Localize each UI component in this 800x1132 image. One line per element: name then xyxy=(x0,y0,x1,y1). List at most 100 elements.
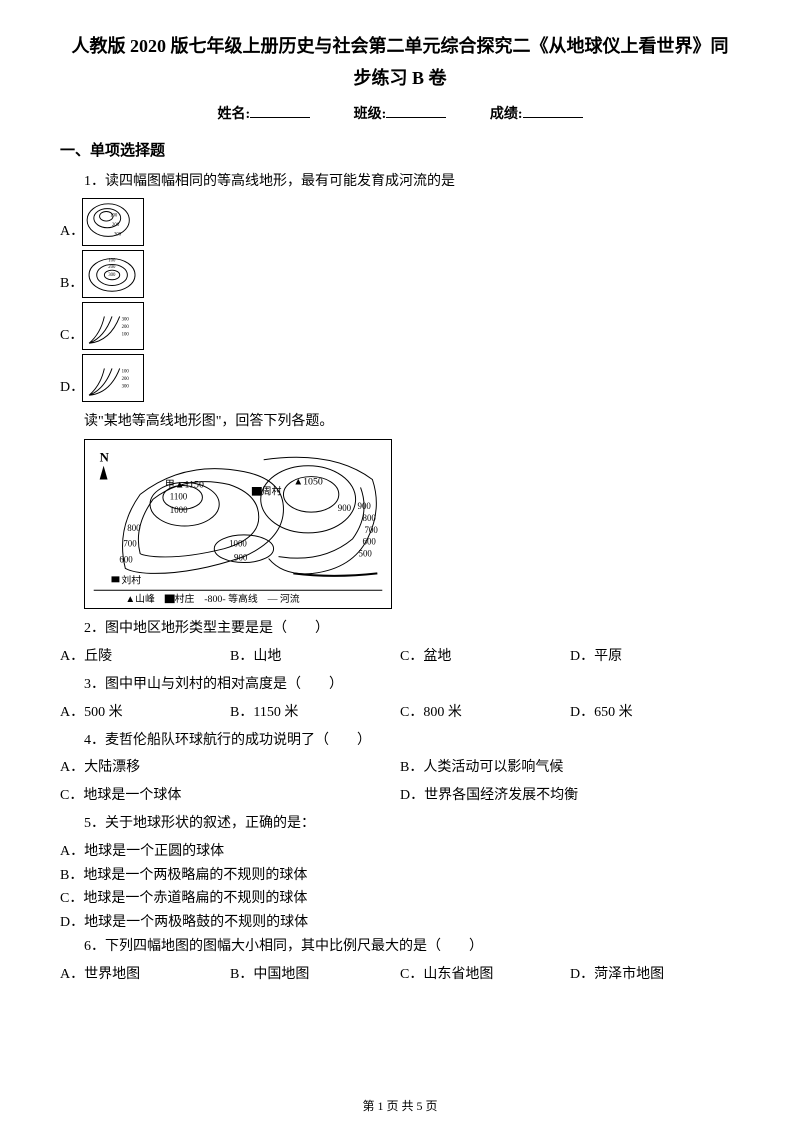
svg-text:900: 900 xyxy=(338,504,352,514)
svg-text:300: 300 xyxy=(108,272,116,277)
svg-text:800: 800 xyxy=(127,523,141,533)
contour-map: N 甲▲1150 1100 1000 ▲1050 ▇周村 1000 900 80… xyxy=(84,439,392,609)
q6-c[interactable]: C．山东省地图 xyxy=(400,963,570,987)
q6-text: ．下列四幅地图的图幅大小相同，其中比例尺最大的是（ ） xyxy=(91,939,483,954)
q4-b[interactable]: B．人类活动可以影响气候 xyxy=(400,756,740,780)
svg-text:900: 900 xyxy=(234,553,248,563)
svg-text:700: 700 xyxy=(123,539,137,549)
q6-stem: 6．下列四幅地图的图幅大小相同，其中比例尺最大的是（ ） xyxy=(60,935,740,959)
q4-opts-row1: A．大陆漂移 B．人类活动可以影响气候 xyxy=(60,756,740,780)
svg-text:1000: 1000 xyxy=(229,539,247,549)
q4-opts-row2: C．地球是一个球体 D．世界各国经济发展不均衡 xyxy=(60,784,740,808)
q5-text: ．关于地球形状的叙述，正确的是： xyxy=(91,816,315,831)
score-blank[interactable] xyxy=(523,104,583,118)
q4-stem: 4．麦哲伦船队环球航行的成功说明了（ ） xyxy=(60,729,740,753)
svg-text:100: 100 xyxy=(110,213,118,218)
q1-b-label: B． xyxy=(60,272,82,298)
svg-text:200: 200 xyxy=(122,376,130,381)
q4-d[interactable]: D．世界各国经济发展不均衡 xyxy=(400,784,740,808)
q6-b[interactable]: B．中国地图 xyxy=(230,963,400,987)
q1-stem: 1．读四幅图幅相同的等高线地形，最有可能发育成河流的是 xyxy=(60,170,740,194)
q5-stem: 5．关于地球形状的叙述，正确的是： xyxy=(60,812,740,836)
svg-text:▲山峰 ▇村庄 -800- 等高线 — 河流: ▲山峰 ▇村庄 -800- 等高线 — 河流 xyxy=(125,592,299,605)
q2-c[interactable]: C．盆地 xyxy=(400,645,570,669)
svg-text:300: 300 xyxy=(122,317,130,322)
q1-opt-c[interactable]: C． 300 200 100 xyxy=(60,302,740,350)
q1-c-label: C． xyxy=(60,324,82,350)
q2-opts: A．丘陵 B．山地 C．盆地 D．平原 xyxy=(60,645,740,669)
q1-d-label: D． xyxy=(60,376,82,402)
svg-text:700: 700 xyxy=(364,525,378,535)
q5-num: 5 xyxy=(84,816,91,831)
q5-d[interactable]: D．地球是一个两极略鼓的不规则的球体 xyxy=(60,911,740,935)
title-line1: 人教版 2020 版七年级上册历史与社会第二单元综合探究二《从地球仪上看世界》同 xyxy=(60,30,740,62)
q2-b[interactable]: B．山地 xyxy=(230,645,400,669)
q6-d[interactable]: D．菏泽市地图 xyxy=(570,963,740,987)
q3-c[interactable]: C．800 米 xyxy=(400,701,570,725)
q2-text: ．图中地区地形类型主要是是（ ） xyxy=(91,621,329,636)
q1-d-thumb: 100 200 300 xyxy=(82,354,144,402)
q1-b-thumb: 100 200 300 xyxy=(82,250,144,298)
q1-a-thumb: 100 200 300 xyxy=(82,198,144,246)
title-line2: 步练习 B 卷 xyxy=(60,62,740,94)
map-caption: 读"某地等高线地形图"，回答下列各题。 xyxy=(60,410,740,434)
class-label: 班级: xyxy=(354,107,387,122)
q2-d[interactable]: D．平原 xyxy=(570,645,740,669)
name-blank[interactable] xyxy=(250,104,310,118)
q1-opt-d[interactable]: D． 100 200 300 xyxy=(60,354,740,402)
student-info: 姓名: 班级: 成绩: xyxy=(60,103,740,123)
q4-num: 4 xyxy=(84,733,91,748)
svg-text:200: 200 xyxy=(112,222,120,227)
svg-text:500: 500 xyxy=(359,549,373,559)
q5-a[interactable]: A．地球是一个正圆的球体 xyxy=(60,840,740,864)
svg-text:1000: 1000 xyxy=(170,506,188,516)
svg-text:900: 900 xyxy=(358,502,372,512)
svg-text:N: N xyxy=(100,451,110,465)
q5-b[interactable]: B．地球是一个两极略扁的不规则的球体 xyxy=(60,864,740,888)
svg-text:800: 800 xyxy=(363,513,377,523)
q1-opt-b[interactable]: B． 100 200 300 xyxy=(60,250,740,298)
q3-d[interactable]: D．650 米 xyxy=(570,701,740,725)
q6-num: 6 xyxy=(84,939,91,954)
class-blank[interactable] xyxy=(386,104,446,118)
svg-text:200: 200 xyxy=(122,324,130,329)
q4-text: ．麦哲伦船队环球航行的成功说明了（ ） xyxy=(91,733,371,748)
q1-a-label: A． xyxy=(60,220,82,246)
q3-text: ．图中甲山与刘村的相对高度是（ ） xyxy=(91,677,343,692)
q1-text: ．读四幅图幅相同的等高线地形，最有可能发育成河流的是 xyxy=(91,174,455,189)
q4-a[interactable]: A．大陆漂移 xyxy=(60,756,400,780)
svg-text:100: 100 xyxy=(122,369,130,374)
svg-text:甲▲1150: 甲▲1150 xyxy=(165,480,204,491)
q1-c-thumb: 300 200 100 xyxy=(82,302,144,350)
q3-b[interactable]: B．1150 米 xyxy=(230,701,400,725)
section-1-title: 一、单项选择题 xyxy=(60,139,740,160)
name-label: 姓名: xyxy=(217,107,250,122)
svg-text:600: 600 xyxy=(119,555,133,565)
q3-a[interactable]: A．500 米 xyxy=(60,701,230,725)
q5-opts: A．地球是一个正圆的球体 B．地球是一个两极略扁的不规则的球体 C．地球是一个赤… xyxy=(60,840,740,935)
q3-stem: 3．图中甲山与刘村的相对高度是（ ） xyxy=(60,673,740,697)
svg-text:▲1050: ▲1050 xyxy=(293,477,323,488)
svg-text:▇周村: ▇周村 xyxy=(252,485,282,498)
q6-opts: A．世界地图 B．中国地图 C．山东省地图 D．菏泽市地图 xyxy=(60,963,740,987)
svg-text:1100: 1100 xyxy=(170,492,188,502)
q2-a[interactable]: A．丘陵 xyxy=(60,645,230,669)
q3-num: 3 xyxy=(84,677,91,692)
q4-c[interactable]: C．地球是一个球体 xyxy=(60,784,400,808)
svg-text:100: 100 xyxy=(122,332,130,337)
svg-text:300: 300 xyxy=(122,384,130,389)
q2-stem: 2．图中地区地形类型主要是是（ ） xyxy=(60,617,740,641)
q2-num: 2 xyxy=(84,621,91,636)
q5-c[interactable]: C．地球是一个赤道略扁的不规则的球体 xyxy=(60,887,740,911)
q3-opts: A．500 米 B．1150 米 C．800 米 D．650 米 xyxy=(60,701,740,725)
svg-text:300: 300 xyxy=(114,232,122,237)
svg-text:200: 200 xyxy=(108,265,116,270)
q1-opt-a[interactable]: A． 100 200 300 xyxy=(60,198,740,246)
title: 人教版 2020 版七年级上册历史与社会第二单元综合探究二《从地球仪上看世界》同… xyxy=(60,30,740,95)
q6-a[interactable]: A．世界地图 xyxy=(60,963,230,987)
score-label: 成绩: xyxy=(490,107,523,122)
page-footer: 第 1 页 共 5 页 xyxy=(0,1097,800,1114)
svg-text:600: 600 xyxy=(363,537,377,547)
svg-text:100: 100 xyxy=(108,258,116,263)
q1-num: 1 xyxy=(84,174,91,189)
